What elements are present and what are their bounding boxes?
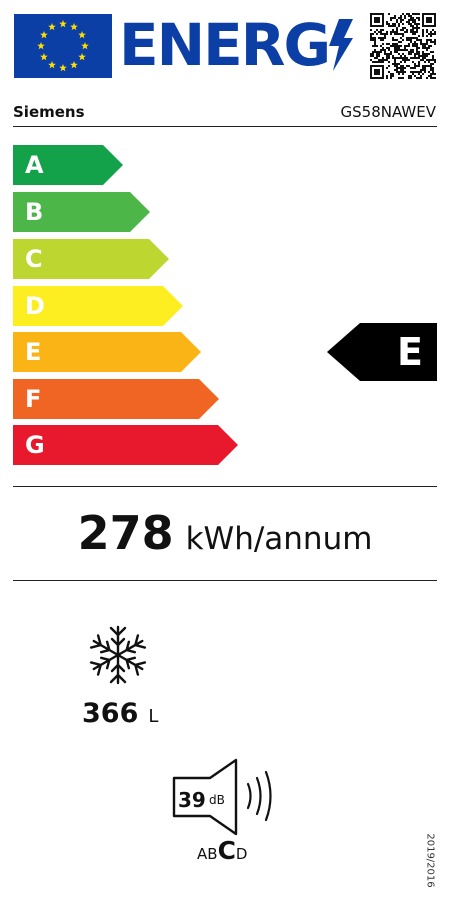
consumption-unit: kWh/annum xyxy=(185,521,373,557)
flag-star xyxy=(59,20,67,28)
scale-bar-d: D xyxy=(13,286,183,326)
flag-star xyxy=(70,22,78,31)
regulation-reference: 2019/2016 xyxy=(424,833,436,888)
energy-class-indicator: E xyxy=(327,323,437,381)
flag-star xyxy=(59,64,67,72)
flag-star xyxy=(40,53,48,61)
sound-waves-icon xyxy=(246,770,272,822)
scale-letter: F xyxy=(25,385,42,413)
scale-letter: G xyxy=(25,431,45,459)
noise-class-scale: ABCD xyxy=(197,836,247,865)
noise-value: 39 xyxy=(178,788,206,812)
flag-star xyxy=(37,42,45,50)
scale-letter: D xyxy=(25,292,45,320)
scale-bar-a: A xyxy=(13,145,123,185)
noise-class: D xyxy=(235,845,248,863)
lightning-bolt-icon xyxy=(329,19,353,71)
consumption-value: 278 xyxy=(77,506,174,560)
divider xyxy=(13,486,437,487)
model-identifier: GS58NAWEV xyxy=(340,103,436,121)
brand-name: Siemens xyxy=(13,103,85,121)
scale-bar-g: G xyxy=(13,425,238,465)
scale-letter: B xyxy=(25,198,44,226)
qr-code-icon[interactable] xyxy=(370,13,436,79)
scale-bar-f: F xyxy=(13,379,219,419)
flag-star xyxy=(78,53,86,61)
energy-title: ENERG xyxy=(119,11,331,79)
flag-star xyxy=(48,22,56,31)
volume-unit: L xyxy=(148,706,159,727)
noise-unit: dB xyxy=(209,793,225,807)
volume-value: 366 xyxy=(82,698,139,729)
divider xyxy=(13,580,437,581)
energy-class-letter: E xyxy=(397,330,423,374)
flag-star xyxy=(78,31,86,39)
speaker-icon xyxy=(172,758,238,836)
eu-flag-icon xyxy=(14,14,112,78)
scale-bar-b: B xyxy=(13,192,150,232)
flag-star xyxy=(48,61,56,69)
scale-letter: A xyxy=(25,151,44,179)
flag-star xyxy=(70,61,78,69)
flag-star xyxy=(40,31,48,39)
scale-bar-e: E xyxy=(13,332,201,372)
scale-letter: E xyxy=(25,338,42,366)
energy-consumption: 278 kWh/annum xyxy=(0,506,450,560)
scale-bar-c: C xyxy=(13,239,169,279)
divider xyxy=(13,126,437,127)
snowflake-icon xyxy=(89,625,147,685)
freezer-volume: 366 L xyxy=(82,698,158,729)
scale-letter: C xyxy=(25,245,43,273)
noise-class-active: C xyxy=(217,836,236,865)
noise-class: A xyxy=(197,845,208,863)
noise-class: B xyxy=(207,845,218,863)
flag-star xyxy=(81,42,89,50)
